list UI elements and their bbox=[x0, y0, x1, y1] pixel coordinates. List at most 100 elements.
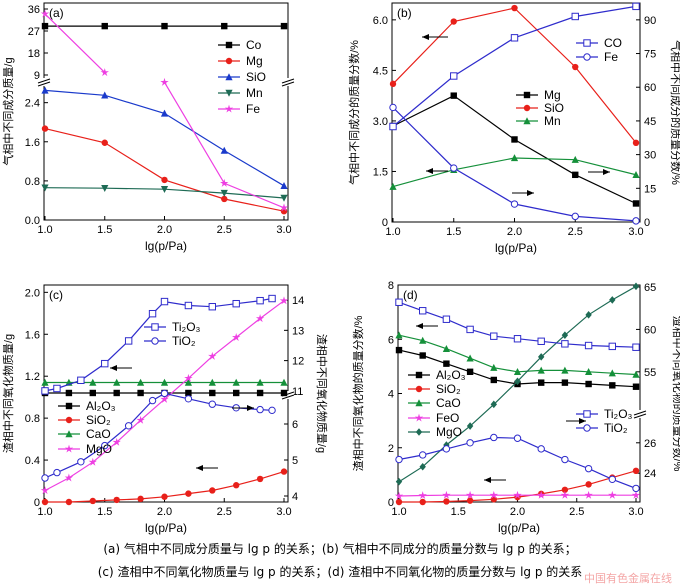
point-tio2 bbox=[608, 475, 616, 483]
x-tick-label: 2.5 bbox=[217, 506, 232, 518]
point-cao bbox=[419, 336, 427, 344]
point-feo bbox=[489, 490, 498, 499]
x-tick-label: 3.0 bbox=[276, 224, 291, 236]
point-cao bbox=[537, 366, 545, 374]
point-co bbox=[571, 12, 579, 21]
point-al2o3 bbox=[209, 389, 216, 397]
point-sio2 bbox=[632, 467, 640, 475]
point-ti2o3 bbox=[419, 307, 427, 315]
legend-marker-mgo bbox=[415, 428, 423, 436]
x-axis-label: lg(p/Pa) bbox=[145, 239, 187, 253]
point-tio2 bbox=[419, 451, 427, 459]
y-tick-label: 3.0 bbox=[373, 116, 388, 128]
y2-tick-label: 65 bbox=[644, 282, 656, 294]
y2-tick-label: 15 bbox=[644, 183, 656, 195]
point-tio2 bbox=[442, 445, 451, 453]
panel-label: (b) bbox=[397, 6, 412, 20]
legend-label-fe: Fe bbox=[604, 50, 618, 64]
y-tick-label: 2 bbox=[388, 443, 394, 455]
x-tick-label: 1.0 bbox=[37, 506, 52, 518]
point-feo bbox=[631, 490, 641, 499]
point-tio2 bbox=[466, 439, 474, 447]
y2-tick-label: 90 bbox=[644, 15, 656, 27]
y2-tick-label: 75 bbox=[644, 49, 656, 61]
point-ti2o3 bbox=[256, 296, 264, 305]
point-ti2o3 bbox=[268, 294, 276, 303]
point-al2o3 bbox=[632, 383, 640, 390]
panel-label: (d) bbox=[403, 288, 418, 302]
point-co bbox=[280, 22, 288, 30]
series-line-sio bbox=[392, 7, 637, 144]
legend-marker-co bbox=[583, 39, 591, 47]
axis-arrow-2-head bbox=[579, 418, 586, 424]
legend-label-mg: Mg bbox=[544, 88, 561, 102]
axis-arrow-0-head bbox=[416, 323, 423, 329]
x-tick-label: 3.0 bbox=[628, 226, 643, 238]
point-al2o3 bbox=[137, 389, 144, 397]
legend-label-cao: CaO bbox=[436, 396, 461, 410]
point-sio bbox=[389, 80, 397, 88]
point-feo bbox=[513, 490, 522, 499]
point-mg bbox=[511, 136, 518, 143]
axis-break-1-slash-1 bbox=[281, 78, 295, 84]
axis-break-0-slash-2 bbox=[37, 81, 51, 87]
legend-marker-ti2o3 bbox=[151, 323, 159, 331]
legend-label-sio: SiO bbox=[246, 70, 266, 84]
axis-break-0-gap bbox=[38, 78, 50, 86]
axis-arrow-0-head bbox=[110, 365, 117, 371]
y-tick-label: 1.6 bbox=[25, 329, 40, 341]
point-tio2 bbox=[490, 433, 498, 442]
axis-arrow-1-head bbox=[247, 405, 254, 411]
point-cao bbox=[89, 378, 97, 386]
point-ti2o3 bbox=[395, 298, 403, 306]
y2-tick-label: 24 bbox=[644, 468, 656, 480]
point-ti2o3 bbox=[466, 325, 474, 334]
point-co bbox=[450, 72, 458, 80]
axis-arrow-2-head bbox=[196, 465, 203, 471]
point-tio2 bbox=[160, 389, 169, 398]
point-tio2 bbox=[124, 422, 133, 430]
point-sio bbox=[511, 4, 518, 12]
y2-tick-label: 14 bbox=[292, 295, 304, 307]
point-fe bbox=[632, 217, 640, 225]
point-feo bbox=[418, 491, 427, 500]
legend-marker-tio2 bbox=[583, 424, 591, 432]
point-sio2 bbox=[89, 497, 97, 505]
panel-d: (d)1.0 1.5 2.0 2.5 3.0lg(p/Pa)02468渣相中不同氧化物的… bbox=[351, 280, 680, 535]
y2-tick-label: 55 bbox=[644, 367, 656, 379]
x-tick-label: 2.5 bbox=[568, 226, 583, 238]
point-mn bbox=[510, 154, 519, 162]
legend-marker-al2o3 bbox=[415, 371, 423, 379]
x-tick-label: 1.5 bbox=[97, 224, 112, 236]
point-sio2 bbox=[280, 468, 288, 475]
point-cao bbox=[442, 344, 450, 352]
y-tick-label: 0 bbox=[34, 497, 40, 509]
point-al2o3 bbox=[609, 382, 616, 389]
point-cao bbox=[513, 368, 522, 375]
y2-tick-label: 30 bbox=[644, 150, 656, 162]
point-cao bbox=[208, 378, 216, 386]
legend-label-mn: Mn bbox=[544, 114, 561, 128]
point-cao bbox=[585, 368, 593, 375]
y-axis-label: 渣相中不同氧化物的质量分数/% bbox=[351, 315, 365, 471]
x-tick-label: 1.5 bbox=[446, 226, 461, 238]
y-tick-label: 36 bbox=[28, 4, 40, 16]
point-feo bbox=[537, 490, 546, 499]
y2-tick-label: 0 bbox=[644, 217, 650, 229]
point-feo bbox=[608, 490, 617, 499]
point-ti2o3 bbox=[442, 315, 451, 323]
panel-b: (b) 1.0 1.5 2.0 2.5 3.0 lg(p/Pa) 0 1.5 3.0 4.5 6.0 气… bbox=[347, 2, 680, 255]
legend-marker-cao bbox=[415, 399, 423, 407]
point-cao bbox=[466, 354, 474, 362]
point-tio2 bbox=[148, 396, 157, 405]
y2-tick-label: 26 bbox=[644, 438, 656, 450]
point-feo bbox=[465, 490, 475, 499]
y2-tick-label: 12 bbox=[292, 356, 304, 368]
point-mgo bbox=[632, 282, 640, 291]
point-al2o3 bbox=[89, 389, 96, 397]
point-mgo bbox=[208, 351, 217, 360]
x-tick-label: 1.0 bbox=[385, 226, 400, 238]
point-sio bbox=[450, 18, 457, 25]
point-ti2o3 bbox=[184, 301, 193, 310]
point-al2o3 bbox=[443, 360, 450, 367]
